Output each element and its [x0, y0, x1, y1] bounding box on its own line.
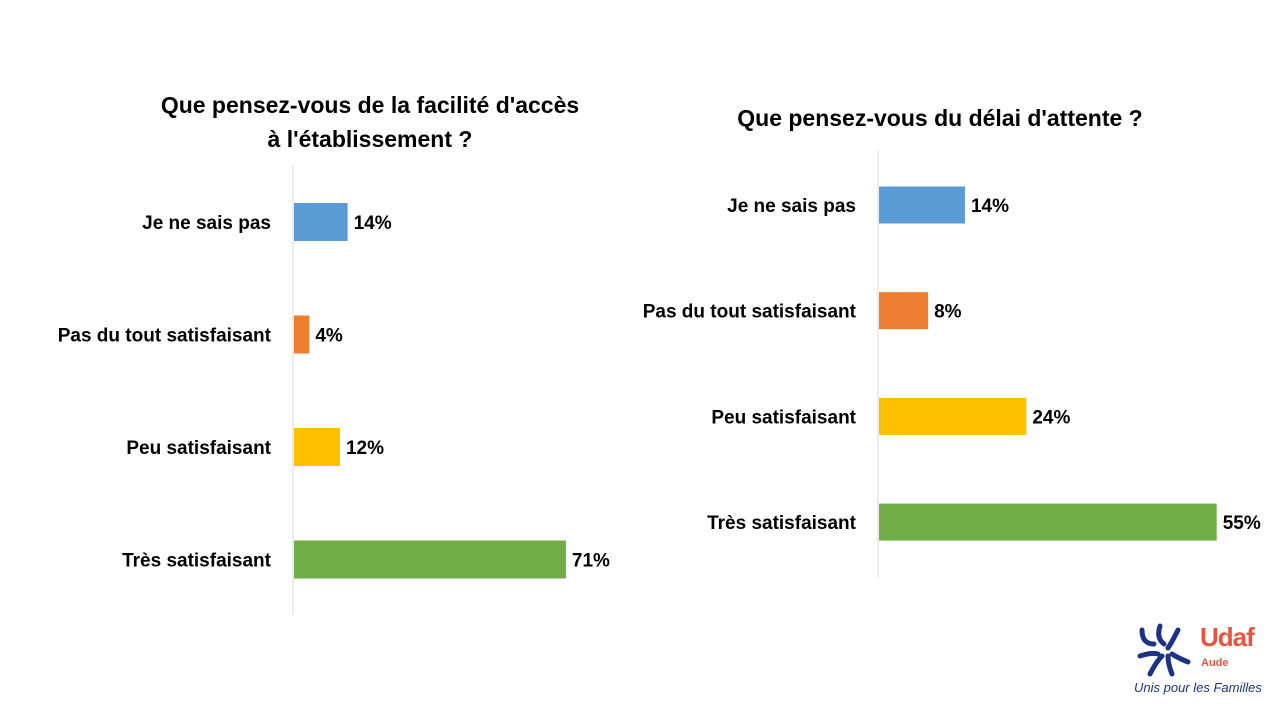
chart-1-category-label: Pas du tout satisfaisant	[58, 326, 272, 347]
chart-1-title: Que pensez-vous de la facilité d'accès à…	[110, 88, 630, 156]
chart-1-value-label: 4%	[315, 326, 343, 347]
chart-2-value-label: 24%	[1032, 407, 1070, 428]
chart-1-value-label: 14%	[354, 213, 392, 234]
chart-2-value-label: 55%	[1223, 513, 1261, 534]
chart-2-value-label: 14%	[971, 196, 1009, 217]
udaf-logo: Udaf Aude Unis pour les Familles	[1130, 620, 1270, 710]
chart-1-bar	[294, 203, 348, 241]
chart-2-category-label: Pas du tout satisfaisant	[643, 302, 857, 323]
chart-1: Je ne sais pas 14% Pas du tout satisfaisan…	[58, 165, 610, 615]
chart-1-bar	[294, 540, 566, 579]
chart-1-category-label: Je ne sais pas	[142, 213, 271, 234]
udaf-logo-subtitle: Aude	[1201, 657, 1229, 669]
chart-2-bar	[879, 397, 1027, 435]
chart-1-bar	[294, 428, 340, 466]
chart-2-bar	[879, 186, 965, 224]
chart-1-title-line-1: Que pensez-vous de la facilité d'accès	[160, 92, 580, 118]
chart-1-title-line-2: à l'établissement ?	[267, 126, 473, 152]
chart-2-category-label: Très satisfaisant	[707, 513, 857, 534]
chart-1-category-label: Peu satisfaisant	[126, 438, 271, 459]
udaf-emblem-icon	[1137, 623, 1191, 677]
chart-2-title: Que pensez-vous du délai d'attente ?	[690, 101, 1190, 135]
chart-2-category-label: Je ne sais pas	[727, 196, 856, 217]
chart-2-title-line-1: Que pensez-vous du délai d'attente ?	[737, 105, 1143, 131]
chart-1-bar	[294, 315, 310, 354]
chart-2-bar	[879, 503, 1217, 541]
udaf-logo-tagline: Unis pour les Familles	[1134, 680, 1262, 695]
chart-2-category-label: Peu satisfaisant	[711, 407, 856, 428]
chart-1-category-label: Très satisfaisant	[122, 551, 272, 572]
udaf-logo-name: Udaf	[1200, 622, 1255, 652]
chart-2-bar	[879, 292, 929, 330]
chart-1-value-label: 12%	[346, 438, 384, 459]
chart-2: Je ne sais pas 14% Pas du tout satisfaisan…	[643, 150, 1261, 578]
chart-2-value-label: 8%	[934, 302, 962, 323]
chart-1-value-label: 71%	[572, 551, 610, 572]
